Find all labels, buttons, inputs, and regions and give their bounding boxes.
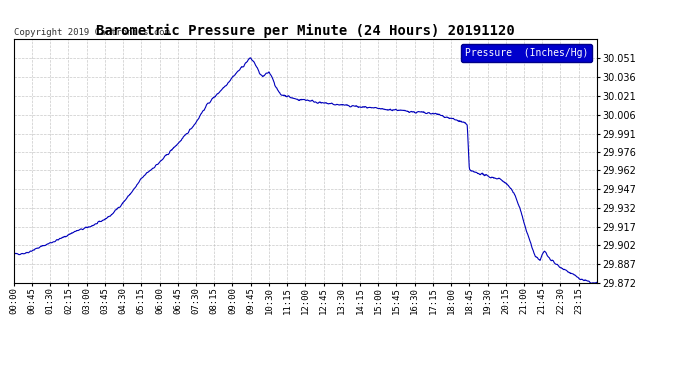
Legend: Pressure  (Inches/Hg): Pressure (Inches/Hg) bbox=[461, 44, 592, 62]
Text: Copyright 2019 Cartronics.com: Copyright 2019 Cartronics.com bbox=[14, 28, 170, 37]
Title: Barometric Pressure per Minute (24 Hours) 20191120: Barometric Pressure per Minute (24 Hours… bbox=[96, 24, 515, 38]
